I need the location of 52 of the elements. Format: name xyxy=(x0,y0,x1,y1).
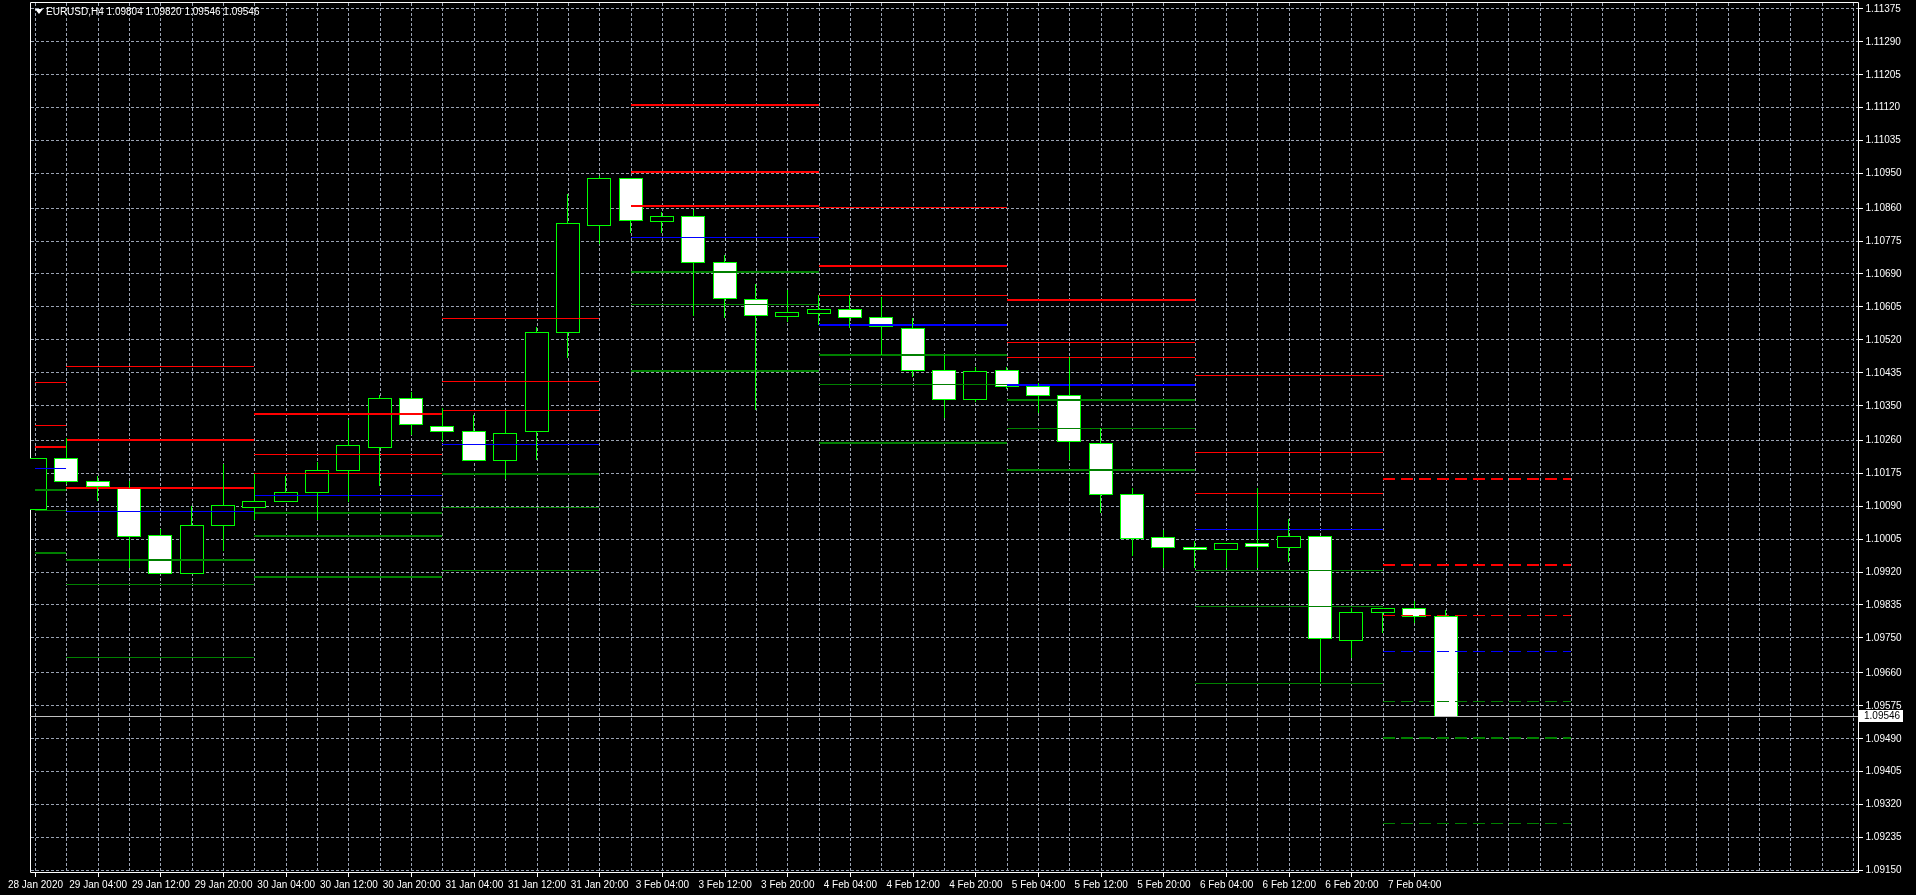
y-tick-label: 1.10950 xyxy=(1865,167,1903,179)
x-tick-label: 3 Feb 12:00 xyxy=(698,878,753,890)
ref-line-label: 1.09546 xyxy=(1864,710,1901,722)
x-tick-label: 5 Feb 12:00 xyxy=(1074,878,1129,890)
x-tick-label: 3 Feb 04:00 xyxy=(635,878,690,890)
y-tick-label: 1.09920 xyxy=(1865,566,1903,578)
x-tick-label: 31 Jan 12:00 xyxy=(508,878,567,890)
x-tick-label: 31 Jan 20:00 xyxy=(570,878,630,890)
y-tick-label: 1.10435 xyxy=(1865,366,1903,378)
x-tick-label: 5 Feb 04:00 xyxy=(1011,878,1066,890)
x-tick-label: 6 Feb 20:00 xyxy=(1325,878,1380,890)
y-tick-label: 1.11375 xyxy=(1865,2,1902,14)
x-tick-label: 30 Jan 04:00 xyxy=(257,878,316,890)
y-tick-label: 1.10090 xyxy=(1865,500,1903,512)
y-tick-label: 1.10350 xyxy=(1865,399,1903,411)
x-tick-label: 30 Jan 20:00 xyxy=(382,878,441,890)
y-tick-label: 1.11290 xyxy=(1865,35,1902,47)
x-tick-label: 6 Feb 12:00 xyxy=(1262,878,1317,890)
y-tick-label: 1.09750 xyxy=(1865,631,1903,643)
y-tick-label: 1.09235 xyxy=(1865,831,1903,843)
y-tick-label: 1.09660 xyxy=(1865,666,1903,678)
y-tick-label: 1.09490 xyxy=(1865,732,1903,744)
y-tick-label: 1.09575 xyxy=(1865,699,1903,711)
y-tick-label: 1.10860 xyxy=(1865,202,1903,214)
x-tick-label: 31 Jan 04:00 xyxy=(445,878,504,890)
x-tick-label: 29 Jan 04:00 xyxy=(69,878,128,890)
y-tick-label: 1.09320 xyxy=(1865,798,1903,810)
y-tick-label: 1.11205 xyxy=(1865,68,1902,80)
y-tick-label: 1.10605 xyxy=(1865,300,1903,312)
y-tick-label: 1.10175 xyxy=(1865,467,1903,479)
x-tick-label: 4 Feb 04:00 xyxy=(823,878,878,890)
y-tick-label: 1.11035 xyxy=(1865,134,1902,146)
x-tick-label: 29 Jan 12:00 xyxy=(131,878,191,890)
x-tick-label: 4 Feb 12:00 xyxy=(886,878,941,890)
y-tick-label: 1.09150 xyxy=(1865,864,1903,876)
y-tick-label: 1.10775 xyxy=(1865,235,1903,246)
y-tick-label: 1.10690 xyxy=(1865,267,1903,279)
x-tick-label: 5 Feb 20:00 xyxy=(1137,878,1192,890)
y-tick-label: 1.09835 xyxy=(1865,598,1903,610)
y-tick-label: 1.10005 xyxy=(1865,533,1903,545)
y-tick-label: 1.10260 xyxy=(1865,434,1903,446)
x-tick-label: 7 Feb 04:00 xyxy=(1387,878,1442,890)
x-tick-label: 28 Jan 2020 xyxy=(7,878,64,890)
chart-title: EURUSD,H4 1.09804 1.09820 1.09546 1.09546 xyxy=(46,6,260,17)
y-tick-label: 1.10520 xyxy=(1865,333,1903,345)
x-tick-label: 4 Feb 20:00 xyxy=(949,878,1003,890)
x-tick-label: 6 Feb 04:00 xyxy=(1199,878,1254,890)
x-tick-label: 30 Jan 12:00 xyxy=(320,878,379,890)
x-tick-label: 3 Feb 20:00 xyxy=(761,878,815,890)
y-tick-label: 1.09405 xyxy=(1865,765,1903,777)
x-tick-label: 29 Jan 20:00 xyxy=(194,878,253,890)
y-tick-label: 1.11120 xyxy=(1865,101,1901,113)
